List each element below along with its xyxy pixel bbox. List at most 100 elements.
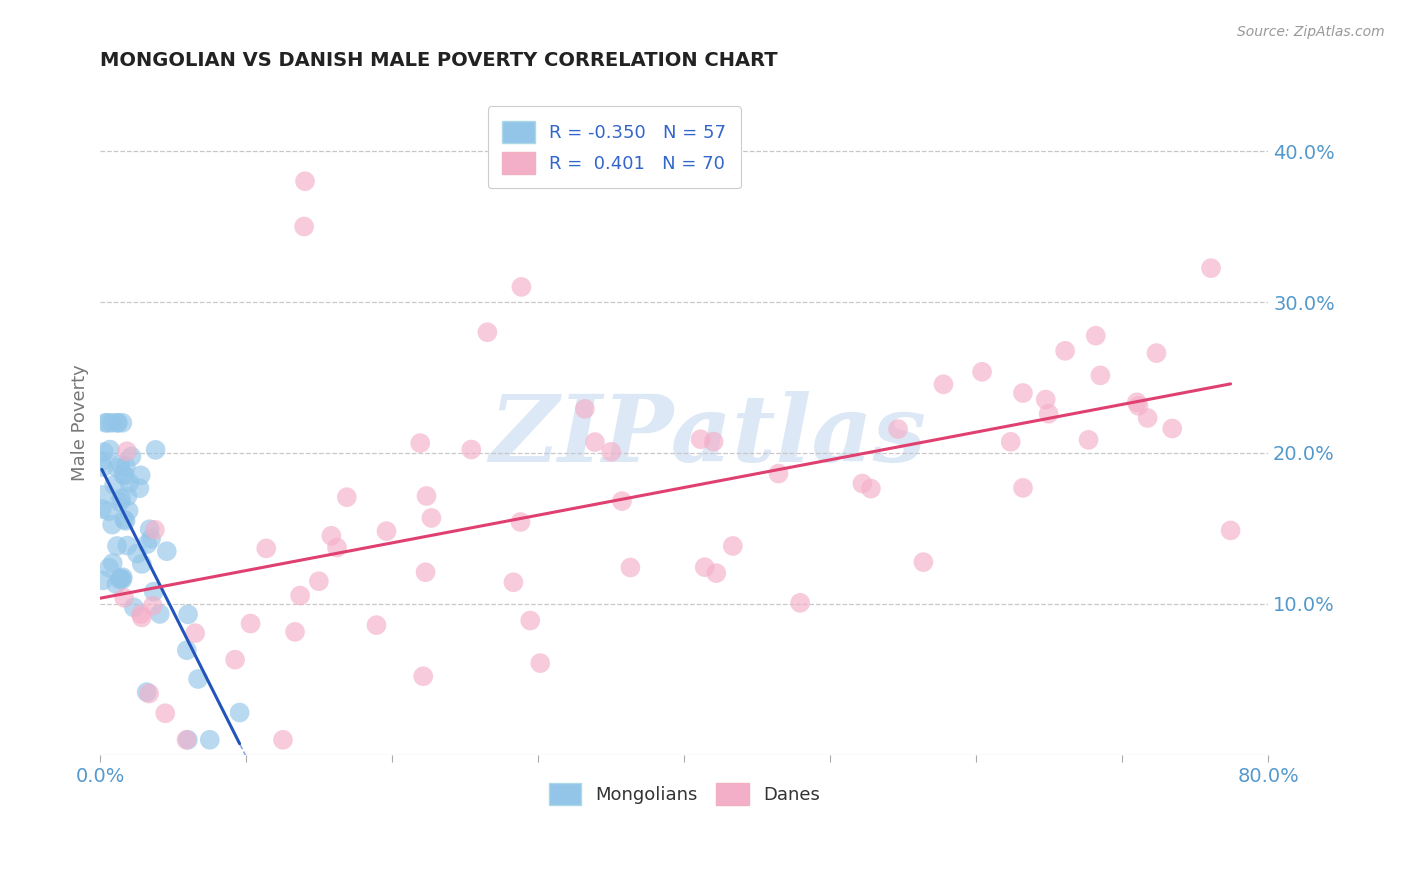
Text: MONGOLIAN VS DANISH MALE POVERTY CORRELATION CHART: MONGOLIAN VS DANISH MALE POVERTY CORRELA… (100, 51, 778, 70)
Point (107, 416, 129, 430)
Text: Source: ZipAtlas.com: Source: ZipAtlas.com (1237, 25, 1385, 39)
Point (415, 489, 437, 503)
Point (90, 501, 112, 516)
Point (1126, 395, 1149, 409)
Point (115, 444, 138, 458)
Point (198, 732, 221, 747)
Point (887, 422, 910, 436)
Point (619, 560, 641, 574)
Point (90, 454, 112, 468)
Point (1054, 343, 1077, 358)
Point (94, 416, 117, 430)
Point (91, 460, 114, 475)
Point (117, 504, 139, 518)
Legend: Mongolians, Danes: Mongolians, Danes (541, 776, 827, 813)
Point (1012, 481, 1035, 495)
Point (704, 566, 727, 581)
Point (228, 706, 250, 720)
Point (336, 490, 359, 504)
Point (176, 732, 198, 747)
Point (114, 459, 136, 474)
Point (136, 537, 159, 551)
Point (138, 522, 160, 536)
Point (142, 584, 165, 599)
Y-axis label: Male Poverty: Male Poverty (72, 365, 89, 481)
Point (117, 539, 139, 553)
Point (184, 626, 207, 640)
Point (366, 618, 388, 632)
Point (114, 468, 136, 483)
Point (97, 504, 120, 518)
Point (114, 514, 136, 528)
Point (412, 669, 434, 683)
Point (610, 494, 633, 508)
Point (101, 517, 124, 532)
Point (1146, 346, 1168, 360)
Point (187, 672, 209, 686)
Point (859, 482, 882, 496)
Point (100, 416, 122, 430)
Point (502, 575, 524, 590)
Point (97, 416, 120, 430)
Point (93, 445, 115, 459)
Point (105, 416, 128, 430)
Point (600, 444, 623, 458)
Point (108, 573, 131, 587)
Point (768, 467, 790, 481)
Point (105, 539, 128, 553)
Point (131, 557, 153, 571)
Point (1219, 524, 1241, 538)
Point (239, 616, 262, 631)
Point (721, 539, 744, 553)
Point (149, 607, 172, 621)
Point (98, 560, 121, 574)
Point (1038, 407, 1060, 421)
Point (420, 511, 443, 525)
Point (529, 656, 551, 670)
Point (288, 589, 311, 603)
Point (1077, 433, 1099, 447)
Point (477, 325, 499, 339)
Point (138, 687, 160, 701)
Point (292, 219, 315, 234)
Point (912, 555, 935, 569)
Point (110, 571, 132, 585)
Point (294, 174, 316, 188)
Point (574, 401, 596, 416)
Point (103, 477, 125, 491)
Point (110, 491, 132, 506)
Point (415, 565, 437, 579)
Point (91, 574, 114, 588)
Point (321, 529, 343, 543)
Point (98, 442, 121, 457)
Point (409, 436, 432, 450)
Point (271, 732, 294, 747)
Point (851, 476, 873, 491)
Point (105, 577, 128, 591)
Point (111, 570, 134, 584)
Point (1136, 411, 1159, 425)
Point (254, 541, 277, 556)
Point (1090, 368, 1112, 383)
Point (284, 624, 307, 639)
Point (510, 280, 533, 294)
Point (110, 458, 132, 472)
Point (155, 706, 177, 721)
Point (583, 435, 606, 450)
Point (135, 685, 157, 699)
Point (326, 541, 349, 555)
Point (1035, 392, 1057, 407)
Point (101, 556, 124, 570)
Point (308, 574, 330, 589)
Point (139, 532, 162, 546)
Point (1000, 434, 1022, 449)
Point (932, 377, 955, 392)
Point (108, 495, 131, 509)
Point (460, 442, 482, 457)
Point (129, 468, 152, 483)
Point (105, 460, 128, 475)
Point (177, 607, 200, 622)
Point (693, 560, 716, 574)
Point (509, 515, 531, 529)
Point (125, 547, 148, 561)
